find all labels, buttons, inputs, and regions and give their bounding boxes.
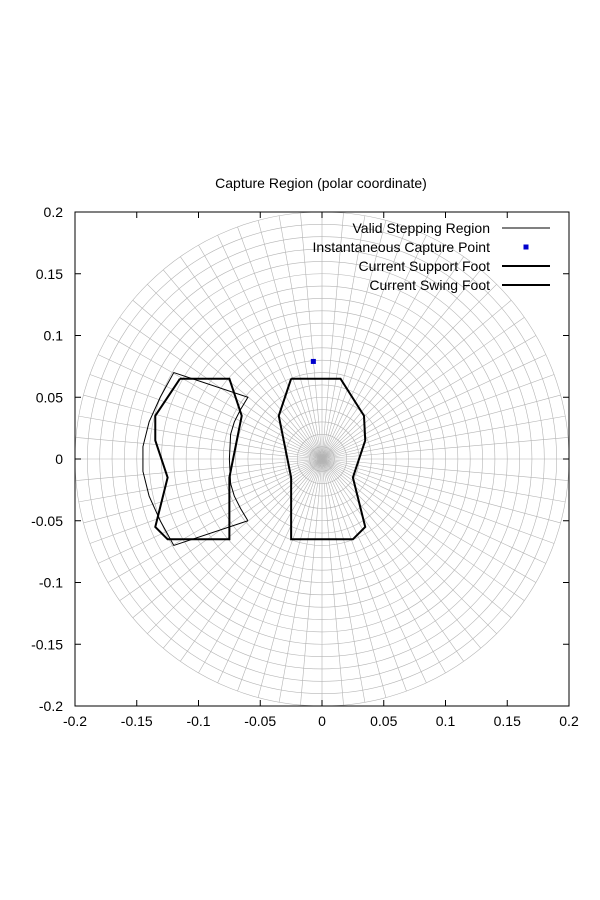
grid-spoke [83,458,323,524]
legend-label: Current Support Foot [358,258,490,274]
grid-spoke [217,235,323,460]
polar-grid [74,211,570,707]
legend: Valid Stepping Region Instantaneous Captu… [313,220,550,293]
legend-label: Instantaneous Capture Point [313,239,491,255]
y-tick-label: 0.15 [36,266,63,282]
grid-spoke [321,226,407,460]
grid-spoke [237,226,323,460]
grid-spoke [321,458,512,618]
grid-spoke [321,458,427,683]
x-tick-label: 0.1 [436,713,456,729]
grid-spoke [321,458,481,649]
axis-ticks: -0.2 -0.15 -0.1 -0.05 0 0.05 0.1 0.15 0.2 -0.2 -0.… [31,204,579,729]
grid-spoke [321,458,561,524]
legend-label: Current Swing Foot [369,277,490,293]
grid-spoke [89,458,323,544]
grid-spoke [321,335,537,460]
grid-spoke [163,458,323,649]
grid-spoke [321,458,569,481]
x-tick-label: -0.05 [244,713,276,729]
grid-spoke [321,212,344,460]
grid-spoke [321,415,566,460]
x-tick-label: -0.15 [121,713,153,729]
series-2-line [277,377,367,541]
y-tick-label: 0.1 [44,328,64,344]
grid-spoke [321,458,446,674]
grid-spoke [321,458,497,634]
grid-spoke [321,437,569,460]
grid-spoke [107,335,323,460]
y-tick-label: 0 [55,451,63,467]
grid-spoke [89,374,323,460]
grid-spoke [198,458,323,674]
x-tick-label: -0.2 [63,713,87,729]
grid-spoke [278,215,323,460]
grid-spoke [237,458,323,692]
grid-spoke [321,220,387,460]
grid-spoke [321,458,387,698]
grid-spoke [300,458,323,706]
x-tick-label: 0.05 [370,713,397,729]
grid-spoke [300,212,323,460]
grid-spoke [321,374,555,460]
y-tick-label: -0.2 [39,698,63,714]
grid-spoke [75,437,323,460]
grid-spoke [321,458,555,544]
grid-spoke [198,244,323,460]
grid-spoke [321,458,344,706]
grid-spoke [257,458,323,698]
grid-spoke [163,269,323,460]
grid-spoke [321,458,366,703]
grid-spoke [321,458,464,662]
grid-spoke [321,317,525,460]
grid-spoke [321,256,464,460]
grid-spoke [321,458,537,583]
grid-spoke [75,458,323,481]
grid-spoke [257,220,323,460]
grid-spoke [321,458,546,564]
grid-spoke [321,284,497,460]
grid-spoke [98,458,323,564]
grid-spoke [321,244,446,460]
grid-spoke [321,458,566,503]
x-tick-label: 0.15 [494,713,521,729]
x-tick-label: -0.1 [186,713,210,729]
grid-spoke [107,458,323,583]
chart-title: Capture Region (polar coordinate) [215,175,427,191]
x-tick-label: 0 [318,713,326,729]
grid-spoke [321,300,512,460]
grid-spoke [180,458,323,662]
grid-spoke [78,458,323,503]
y-tick-label: 0.2 [44,204,64,220]
x-tick-label: 0.2 [559,713,579,729]
grid-spoke [321,235,427,460]
series-layer [142,358,367,547]
legend-label: Valid Stepping Region [352,220,490,236]
y-tick-label: -0.05 [31,513,63,529]
y-tick-label: -0.1 [39,575,63,591]
grid-spoke [321,458,525,601]
grid-spoke [321,215,366,460]
grid-spoke [217,458,323,683]
series-3-line [154,377,243,541]
grid-spoke [321,458,407,692]
legend-marker [523,244,529,250]
grid-spoke [180,256,323,460]
y-tick-label: 0.05 [36,389,63,405]
grid-spoke [147,458,323,634]
grid-spoke [321,269,481,460]
grid-spoke [147,284,323,460]
grid-spoke [278,458,323,703]
y-tick-label: -0.15 [31,636,63,652]
grid-spoke [321,354,546,460]
grid-spoke [83,394,323,460]
grid-spoke [78,415,323,460]
series-0-line [142,371,249,547]
capture-point-marker [310,358,316,364]
